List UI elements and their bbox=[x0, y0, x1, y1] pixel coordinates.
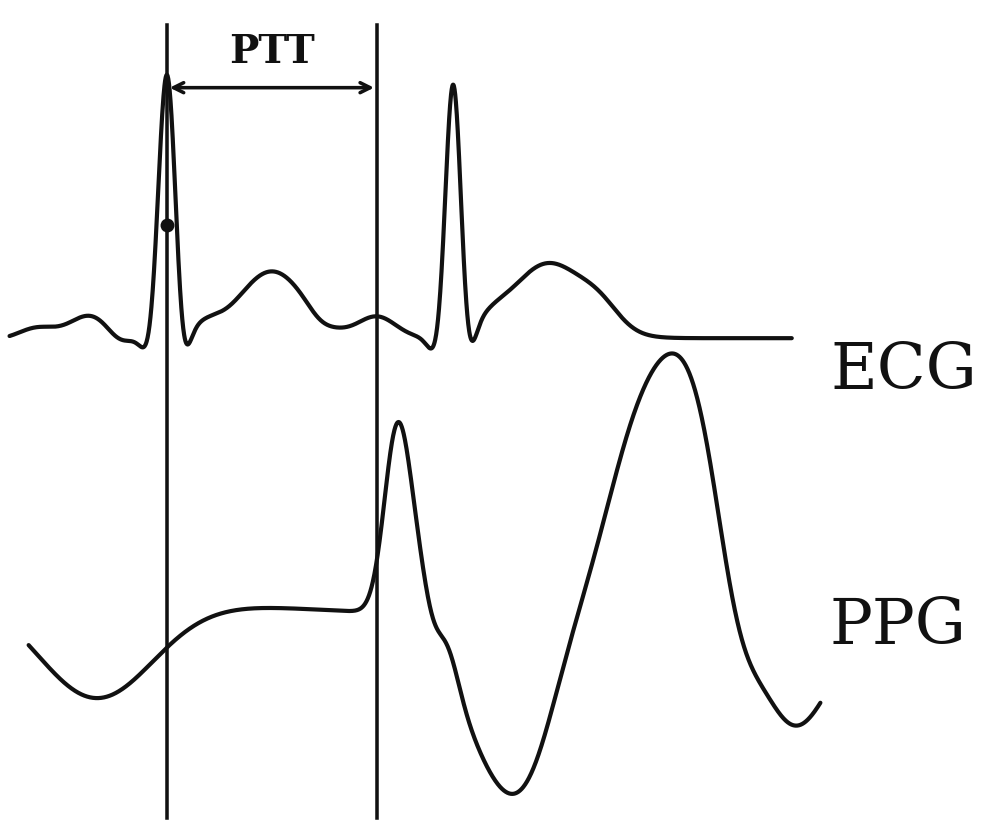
Text: PTT: PTT bbox=[229, 33, 315, 71]
Text: PPG: PPG bbox=[830, 595, 967, 657]
Text: ECG: ECG bbox=[830, 341, 977, 402]
